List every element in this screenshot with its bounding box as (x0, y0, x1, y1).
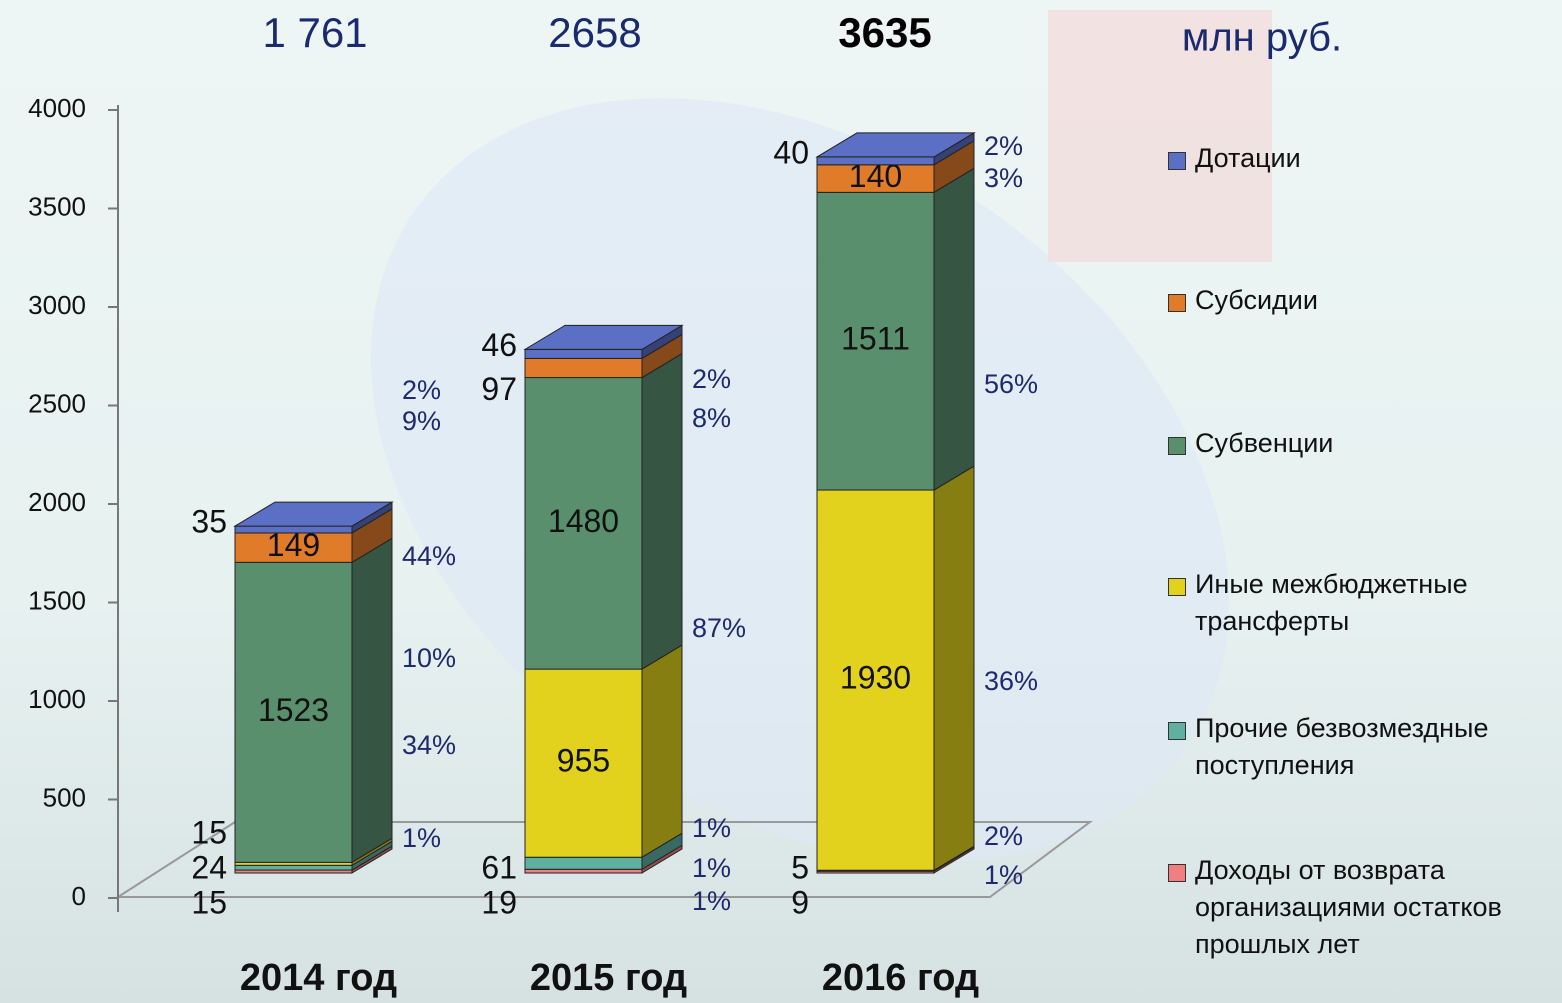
percent-label: 56% (984, 369, 1038, 399)
y-tick-label: 2500 (28, 388, 86, 418)
x-tick-label: 2016 год (822, 957, 979, 999)
bar-side (642, 354, 682, 670)
legend-entry: Субсидии (1195, 282, 1555, 319)
value-label: 955 (557, 743, 610, 779)
percent-label: 1% (692, 853, 731, 883)
value-label: 97 (481, 371, 517, 407)
value-label: 5 (791, 849, 809, 885)
x-tick-label: 2015 год (530, 957, 687, 999)
legend-swatch (1168, 578, 1186, 596)
y-tick-label: 500 (43, 782, 86, 812)
y-tick-label: 3000 (28, 290, 86, 320)
bar-segment (525, 857, 642, 869)
value-label: 9 (791, 884, 809, 920)
value-label: 40 (773, 134, 809, 170)
percent-label: 1% (402, 823, 441, 853)
y-tick-label: 0 (72, 881, 86, 911)
value-label: 19 (481, 884, 517, 920)
value-label: 35 (191, 504, 227, 540)
percent-label: 3% (984, 163, 1023, 193)
total-label: 1 761 (262, 9, 367, 56)
y-tick-label: 4000 (28, 93, 86, 123)
total-label: 2658 (548, 9, 641, 56)
legend-swatch (1168, 294, 1186, 312)
legend-swatch (1168, 437, 1186, 455)
legend-entry: Доходы от возврата организациями остатко… (1195, 852, 1555, 963)
value-label: 15 (191, 884, 227, 920)
legend-entry: Иные межбюджетные трансферты (1195, 566, 1555, 640)
percent-label: 44% (402, 541, 456, 571)
value-label: 1511 (841, 321, 910, 357)
y-tick-label: 2000 (28, 487, 86, 517)
value-label: 15 (191, 814, 227, 850)
percent-label: 10% (402, 643, 456, 673)
percent-label: 8% (692, 403, 731, 433)
value-label: 61 (481, 849, 517, 885)
percent-label: 1% (692, 886, 731, 916)
legend-swatch (1168, 864, 1186, 882)
percent-label: 87% (692, 613, 746, 643)
x-tick-label: 2014 год (240, 957, 397, 999)
bar-segment (235, 865, 352, 870)
percent-label: 2% (402, 375, 441, 405)
value-label: 1930 (840, 660, 911, 696)
bar-segment (817, 157, 934, 165)
percent-label: 1% (984, 860, 1023, 890)
legend-swatch (1168, 722, 1186, 740)
percent-label: 34% (402, 730, 456, 760)
value-label: 46 (481, 327, 517, 363)
legend-swatch (1168, 152, 1186, 170)
percent-label: 2% (692, 364, 731, 394)
y-tick-label: 1000 (28, 684, 86, 714)
slide: млн руб. 0 500 1000 1500 2000 2500 3000 3500 400… (0, 0, 1562, 1003)
legend-entry: Субвенции (1195, 425, 1555, 462)
bar-side (642, 645, 682, 857)
bar-segment (525, 358, 642, 377)
y-tick-label: 3500 (28, 191, 86, 221)
value-label: 24 (191, 849, 227, 885)
legend-entry: Дотации (1195, 140, 1555, 177)
percent-label: 9% (402, 406, 441, 436)
y-tick-label: 1500 (28, 585, 86, 615)
legend-entry: Прочие безвозмездные поступления (1195, 710, 1555, 784)
percent-label: 2% (984, 131, 1023, 161)
bar-segment (235, 526, 352, 533)
bar-side (934, 168, 974, 490)
unit: млн руб. (1182, 16, 1342, 60)
value-label: 1480 (548, 503, 619, 539)
bar-side (934, 466, 974, 870)
value-label: 1523 (258, 692, 329, 728)
percent-label: 36% (984, 666, 1038, 696)
bar-segment (525, 869, 642, 873)
total-label: 3635 (838, 9, 931, 56)
bar-segment (525, 349, 642, 358)
bar-side (352, 538, 392, 862)
percent-label: 1% (692, 813, 731, 843)
percent-label: 2% (984, 821, 1023, 851)
